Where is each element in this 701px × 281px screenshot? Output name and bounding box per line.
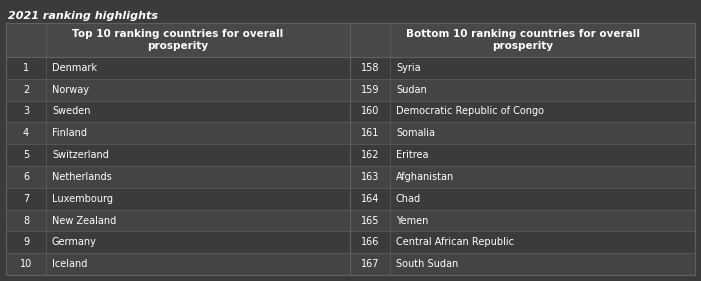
- Bar: [350, 144, 695, 166]
- Bar: [6, 123, 350, 144]
- Bar: [350, 188, 695, 210]
- Text: 1: 1: [23, 63, 29, 73]
- Bar: [6, 166, 350, 188]
- Text: 162: 162: [361, 150, 379, 160]
- Text: Denmark: Denmark: [52, 63, 97, 73]
- Bar: [6, 210, 350, 231]
- Text: Top 10 ranking countries for overall
prosperity: Top 10 ranking countries for overall pro…: [72, 29, 284, 51]
- Text: 159: 159: [361, 85, 379, 95]
- Text: 158: 158: [361, 63, 379, 73]
- Text: 8: 8: [23, 216, 29, 225]
- Text: 2021 ranking highlights: 2021 ranking highlights: [8, 11, 158, 21]
- Text: Norway: Norway: [52, 85, 89, 95]
- Text: 163: 163: [361, 172, 379, 182]
- Text: 161: 161: [361, 128, 379, 138]
- Bar: [6, 101, 350, 123]
- Bar: [350, 79, 695, 101]
- Text: Sudan: Sudan: [396, 85, 427, 95]
- Text: 5: 5: [23, 150, 29, 160]
- Bar: [350, 166, 695, 188]
- Text: 167: 167: [361, 259, 379, 269]
- Text: 164: 164: [361, 194, 379, 204]
- Text: Switzerland: Switzerland: [52, 150, 109, 160]
- Bar: [350, 101, 695, 123]
- Text: Chad: Chad: [396, 194, 421, 204]
- Bar: [350, 231, 695, 253]
- Text: Eritrea: Eritrea: [396, 150, 428, 160]
- Text: Luxembourg: Luxembourg: [52, 194, 113, 204]
- Bar: [6, 23, 695, 57]
- Text: 10: 10: [20, 259, 32, 269]
- Bar: [350, 210, 695, 231]
- Text: Syria: Syria: [396, 63, 421, 73]
- Text: Afghanistan: Afghanistan: [396, 172, 454, 182]
- Text: Yemen: Yemen: [396, 216, 428, 225]
- Text: Bottom 10 ranking countries for overall
prosperity: Bottom 10 ranking countries for overall …: [405, 29, 639, 51]
- Bar: [350, 57, 695, 79]
- Bar: [6, 57, 350, 79]
- Bar: [6, 188, 350, 210]
- Text: 166: 166: [361, 237, 379, 247]
- Text: 9: 9: [23, 237, 29, 247]
- Text: Netherlands: Netherlands: [52, 172, 111, 182]
- Bar: [350, 123, 695, 144]
- Bar: [6, 144, 350, 166]
- Text: 6: 6: [23, 172, 29, 182]
- Text: Central African Republic: Central African Republic: [396, 237, 514, 247]
- Text: Finland: Finland: [52, 128, 87, 138]
- Text: Sweden: Sweden: [52, 106, 90, 117]
- Text: 4: 4: [23, 128, 29, 138]
- Text: Democratic Republic of Congo: Democratic Republic of Congo: [396, 106, 544, 117]
- Text: 165: 165: [361, 216, 379, 225]
- Bar: [6, 231, 350, 253]
- Bar: [6, 253, 350, 275]
- Text: South Sudan: South Sudan: [396, 259, 458, 269]
- Bar: [6, 79, 350, 101]
- Text: Somalia: Somalia: [396, 128, 435, 138]
- Text: Germany: Germany: [52, 237, 97, 247]
- Text: 7: 7: [23, 194, 29, 204]
- Text: 160: 160: [361, 106, 379, 117]
- Text: Iceland: Iceland: [52, 259, 88, 269]
- Text: 2: 2: [23, 85, 29, 95]
- Bar: [350, 253, 695, 275]
- Text: 3: 3: [23, 106, 29, 117]
- Text: New Zealand: New Zealand: [52, 216, 116, 225]
